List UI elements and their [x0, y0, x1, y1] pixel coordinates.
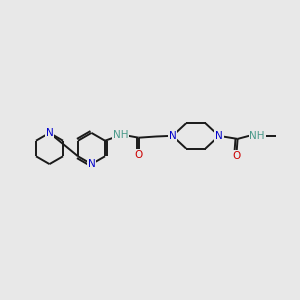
Text: N: N — [88, 159, 95, 169]
Text: O: O — [134, 150, 143, 160]
Text: N: N — [169, 131, 176, 141]
Text: N: N — [215, 131, 223, 141]
Text: N: N — [46, 128, 53, 138]
Text: O: O — [232, 151, 241, 161]
Text: NH: NH — [113, 130, 128, 140]
Text: NH: NH — [249, 131, 265, 141]
